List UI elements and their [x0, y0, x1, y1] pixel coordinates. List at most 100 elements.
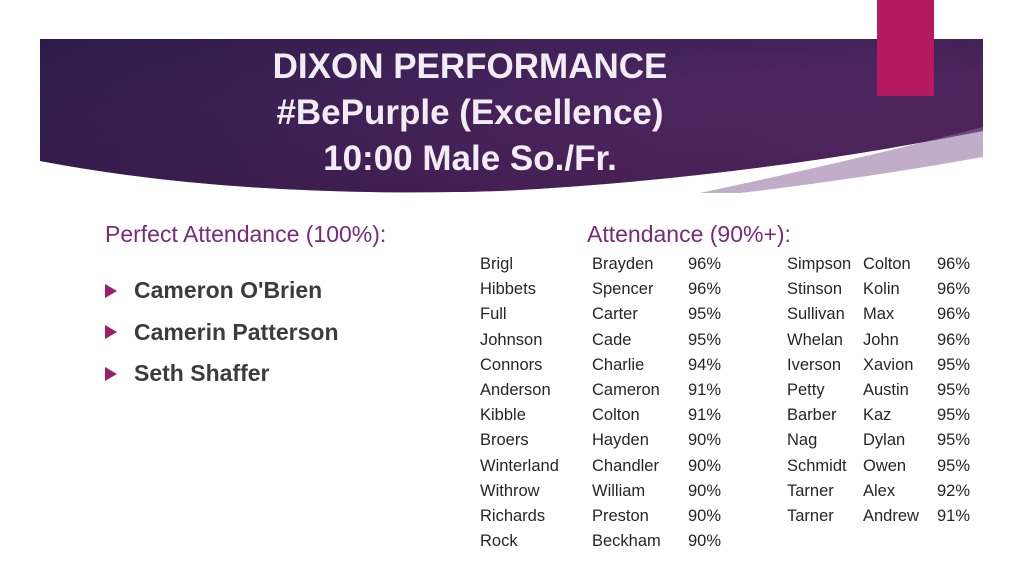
table-row: Sullivan Max 96%: [787, 302, 970, 327]
accent-tab: [877, 0, 934, 96]
percent: 96%: [688, 280, 722, 299]
last-name: Richards: [480, 506, 546, 525]
percent: 90%: [688, 456, 722, 475]
last-name: Petty: [787, 381, 825, 400]
table-row: Stinson Kolin 96%: [787, 277, 970, 302]
first-name: Kolin: [863, 280, 900, 299]
percent: 96%: [937, 305, 971, 324]
last-name: Simpson: [787, 255, 852, 274]
table-row: Anderson Cameron 91%: [480, 378, 721, 403]
first-name: Xavion: [863, 355, 914, 374]
last-name: Winterland: [480, 456, 559, 475]
percent: 91%: [688, 381, 722, 400]
percent: 96%: [937, 280, 971, 299]
page-title: DIXON PERFORMANCE #BePurple (Excellence)…: [150, 44, 790, 182]
table-row: Broers Hayden 90%: [480, 428, 721, 453]
table-row: Petty Austin 95%: [787, 378, 970, 403]
list-item: Cameron O'Brien: [105, 270, 339, 312]
table-row: Tarner Alex 92%: [787, 479, 970, 504]
table-row: Iverson Xavion 95%: [787, 353, 970, 378]
ninety-attendance-heading: Attendance (90%+):: [587, 221, 791, 247]
percent: 90%: [688, 506, 722, 525]
table-row: Hibbets Spencer 96%: [480, 277, 721, 302]
title-line-3: 10:00 Male So./Fr.: [323, 139, 617, 178]
first-name: Beckham: [592, 532, 661, 551]
title-line-1: DIXON PERFORMANCE: [272, 47, 668, 86]
last-name: Stinson: [787, 280, 843, 299]
last-name: Sullivan: [787, 305, 845, 324]
table-row: Winterland Chandler 90%: [480, 454, 721, 479]
perfect-attendance-list: Cameron O'Brien Camerin Patterson Seth S…: [105, 270, 339, 395]
last-name: Broers: [480, 431, 529, 450]
first-name: John: [863, 330, 899, 349]
first-name: Brayden: [592, 255, 654, 274]
last-name: Anderson: [480, 381, 551, 400]
table-row: Schmidt Owen 95%: [787, 454, 970, 479]
last-name: Iverson: [787, 355, 842, 374]
percent: 95%: [688, 305, 722, 324]
percent: 90%: [688, 431, 722, 450]
first-name: Owen: [863, 456, 907, 475]
table-row: Simpson Colton 96%: [787, 252, 970, 277]
first-name: Charlie: [592, 355, 645, 374]
table-row: Brigl Brayden 96%: [480, 252, 721, 277]
percent: 91%: [937, 506, 971, 525]
last-name: Hibbets: [480, 280, 536, 299]
last-name: Whelan: [787, 330, 843, 349]
perfect-attendance-heading: Perfect Attendance (100%):: [105, 221, 387, 247]
percent: 96%: [937, 330, 971, 349]
first-name: Colton: [863, 255, 911, 274]
arrow-bullet-icon: [105, 325, 117, 340]
last-name: Johnson: [480, 330, 543, 349]
percent: 95%: [937, 355, 971, 374]
list-item: Camerin Patterson: [105, 312, 339, 354]
percent: 90%: [688, 481, 722, 500]
percent: 95%: [937, 381, 971, 400]
list-item: Seth Shaffer: [105, 353, 339, 395]
table-row: Rock Beckham 90%: [480, 529, 721, 554]
last-name: Nag: [787, 431, 818, 450]
first-name: William: [592, 481, 646, 500]
percent: 92%: [937, 481, 971, 500]
last-name: Schmidt: [787, 456, 847, 475]
first-name: Spencer: [592, 280, 654, 299]
title-line-2: #BePurple (Excellence): [276, 93, 664, 132]
arrow-bullet-icon: [105, 366, 117, 381]
first-name: Hayden: [592, 431, 649, 450]
last-name: Withrow: [480, 481, 540, 500]
perfect-name: Camerin Patterson: [134, 318, 339, 345]
arrow-bullet-icon: [105, 283, 117, 298]
perfect-name: Seth Shaffer: [134, 360, 270, 387]
attendance-table-left: Brigl Brayden 96% Hibbets Spencer 96% Full Ca…: [480, 252, 721, 554]
first-name: Alex: [863, 481, 896, 500]
percent: 95%: [937, 406, 971, 425]
first-name: Kaz: [863, 406, 892, 425]
table-row: Kibble Colton 91%: [480, 403, 721, 428]
table-row: Johnson Cade 95%: [480, 328, 721, 353]
last-name: Barber: [787, 406, 837, 425]
percent: 95%: [688, 330, 722, 349]
table-row: Nag Dylan 95%: [787, 428, 970, 453]
table-row: Whelan John 96%: [787, 328, 970, 353]
first-name: Andrew: [863, 506, 919, 525]
last-name: Kibble: [480, 406, 526, 425]
title-banner: [40, 39, 983, 193]
table-row: Richards Preston 90%: [480, 504, 721, 529]
last-name: Brigl: [480, 255, 514, 274]
table-row: Connors Charlie 94%: [480, 353, 721, 378]
first-name: Carter: [592, 305, 638, 324]
first-name: Max: [863, 305, 895, 324]
last-name: Tarner: [787, 506, 834, 525]
percent: 96%: [688, 255, 722, 274]
first-name: Dylan: [863, 431, 906, 450]
first-name: Preston: [592, 506, 649, 525]
last-name: Connors: [480, 355, 543, 374]
table-row: Withrow William 90%: [480, 479, 721, 504]
percent: 94%: [688, 355, 722, 374]
table-row: Tarner Andrew 91%: [787, 504, 970, 529]
percent: 95%: [937, 431, 971, 450]
perfect-name: Cameron O'Brien: [134, 277, 323, 304]
percent: 90%: [688, 532, 722, 551]
first-name: Austin: [863, 381, 909, 400]
first-name: Cade: [592, 330, 632, 349]
